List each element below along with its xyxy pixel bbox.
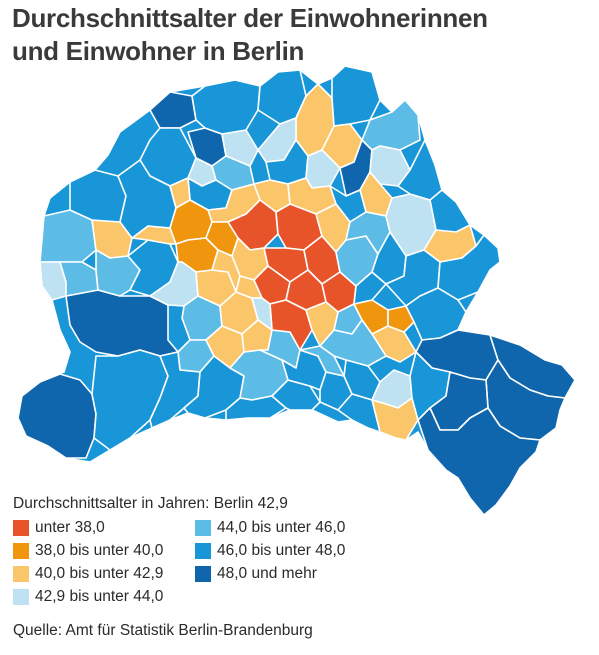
region-schmoeckwitz	[417, 407, 541, 516]
legend-item-44-46: 44,0 bis unter 46,0	[195, 517, 415, 538]
region-staaken	[59, 261, 99, 297]
legend-label: 38,0 bis unter 40,0	[35, 541, 164, 559]
region-zehlendorf	[91, 349, 169, 451]
region-oberschoeneweide	[387, 305, 415, 333]
legend-swatch	[195, 565, 211, 582]
legend-label: unter 38,0	[35, 518, 105, 536]
region-rosenthal	[191, 79, 261, 135]
source-note: Quelle: Amt für Statistik Berlin-Branden…	[13, 622, 313, 639]
map-title: Durchschnittsalter der Einwohnerinnen un…	[12, 2, 592, 68]
region-hellersdorf	[405, 287, 467, 341]
legend-item-under-38: unter 38,0	[13, 517, 193, 538]
region-marienfelde	[225, 395, 287, 421]
legend-item-38-40: 38,0 bis unter 40,0	[13, 540, 193, 561]
region-neukoelln-n	[269, 299, 313, 351]
region-falkenberg	[369, 145, 411, 187]
legend-item-40-42-9: 40,0 bis unter 42,9	[13, 563, 193, 584]
legend-item-48-plus: 48,0 und mehr	[195, 563, 415, 584]
region-gruenau-w	[337, 393, 381, 433]
region-lichterfelde	[149, 351, 201, 429]
region-wannsee	[17, 373, 97, 459]
title-line-2: und Einwohner in Berlin	[12, 36, 305, 66]
region-frohnau-west	[149, 91, 197, 129]
legend-swatch	[195, 519, 211, 536]
legend-item-42-9-44: 42,9 bis unter 44,0	[13, 586, 193, 607]
legend-grid: unter 38,0 44,0 bis unter 46,0 38,0 bis …	[13, 517, 593, 607]
region-tempelhofer-feld	[251, 297, 273, 331]
region-hohenschoenhausen-n	[361, 99, 421, 151]
legend-label: 46,0 bis unter 48,0	[217, 541, 346, 559]
region-spandau-north	[69, 169, 127, 223]
region-marzahn-n	[397, 139, 443, 201]
legend-swatch	[13, 565, 29, 582]
legend-label: 44,0 bis unter 46,0	[217, 518, 346, 536]
legend-swatch	[13, 588, 29, 605]
legend: Durchschnittsalter in Jahren: Berlin 42,…	[13, 493, 593, 607]
title-line-1: Durchschnittsalter der Einwohnerinnen	[12, 3, 488, 33]
legend-label: 40,0 bis unter 42,9	[35, 564, 164, 582]
legend-label: 48,0 und mehr	[217, 564, 317, 582]
legend-item-46-48: 46,0 bis unter 48,0	[195, 540, 415, 561]
legend-swatch	[13, 519, 29, 536]
legend-label: 42,9 bis unter 44,0	[35, 587, 164, 605]
legend-heading: Durchschnittsalter in Jahren: Berlin 42,…	[13, 495, 288, 512]
legend-swatch	[13, 542, 29, 559]
legend-swatch	[195, 542, 211, 559]
region-johannisthal	[319, 319, 387, 367]
region-lichtenberg-s	[353, 271, 387, 305]
